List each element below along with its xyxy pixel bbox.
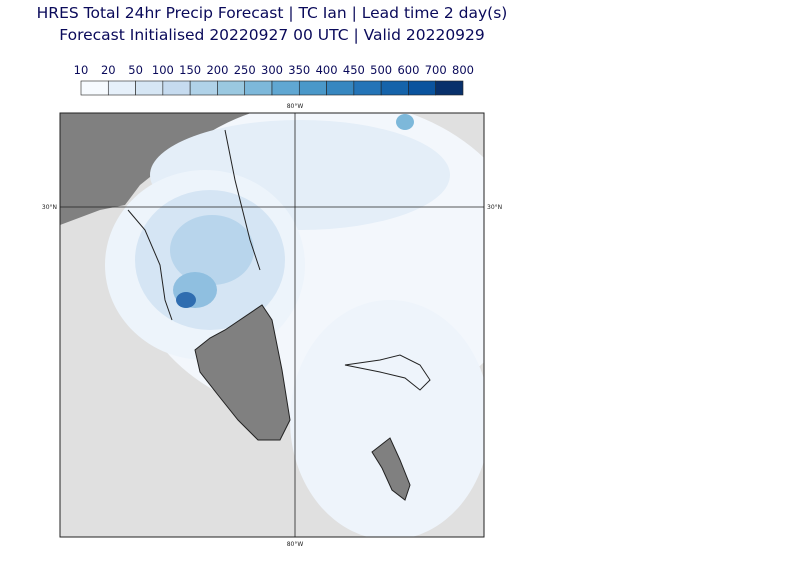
colorbar-tick-label: 200 xyxy=(206,63,228,77)
colorbar-tick-label: 500 xyxy=(370,63,392,77)
precip xyxy=(396,114,414,130)
colorbar-tick-label: 50 xyxy=(128,63,143,77)
coastline xyxy=(344,354,431,391)
land xyxy=(194,304,291,441)
land xyxy=(371,437,411,501)
colorbar-bin xyxy=(380,80,409,96)
coastline xyxy=(127,129,261,321)
colorbar-tick-label: 350 xyxy=(288,63,310,77)
colorbar: 10 20 50 100 150 200 250 300 350 400 450 500 600 700 8… xyxy=(74,63,474,96)
colorbar-bin xyxy=(353,80,382,96)
colorbar-tick-label: 700 xyxy=(425,63,447,77)
precip xyxy=(170,215,254,285)
colorbar-tick-label: 450 xyxy=(343,63,365,77)
colorbar-bin xyxy=(135,80,164,96)
colorbar-tick-label: 10 xyxy=(74,63,89,77)
colorbar-bin xyxy=(162,80,191,96)
colorbar-tick-label: 250 xyxy=(234,63,256,77)
colorbar-bin xyxy=(298,80,327,96)
lat-label: 30°N xyxy=(487,204,502,211)
title: HRES Total 24hr Precip Forecast | TC Ian… xyxy=(37,4,508,22)
colorbar-bin xyxy=(107,80,136,96)
precip-light xyxy=(290,300,484,537)
colorbar-tick-label: 400 xyxy=(316,63,338,77)
colorbar-bin xyxy=(189,80,218,96)
map-frame xyxy=(59,112,485,538)
lat-label: 30°N xyxy=(42,204,57,211)
colorbar-tick-label: 600 xyxy=(397,63,419,77)
lon-label: 80°W xyxy=(287,541,304,548)
colorbar-tick-label: 150 xyxy=(179,63,201,77)
colorbar-bin xyxy=(271,80,300,96)
lon-label: 80°W xyxy=(287,103,304,110)
colorbar-bin xyxy=(435,80,464,96)
colorbar-tick-label: 100 xyxy=(152,63,174,77)
map xyxy=(60,113,484,537)
colorbar-bin xyxy=(244,80,273,96)
colorbar-tick-label: 300 xyxy=(261,63,283,77)
subtitle: Forecast Initialised 20220927 00 UTC | V… xyxy=(59,26,485,44)
precip xyxy=(176,292,196,308)
colorbar-bin xyxy=(326,80,355,96)
colorbar-bin xyxy=(80,80,109,96)
colorbar-bin xyxy=(408,80,437,96)
colorbar-tick-label: 20 xyxy=(101,63,116,77)
colorbar-bin xyxy=(217,80,246,96)
colorbar-tick-label: 800 xyxy=(452,63,474,77)
